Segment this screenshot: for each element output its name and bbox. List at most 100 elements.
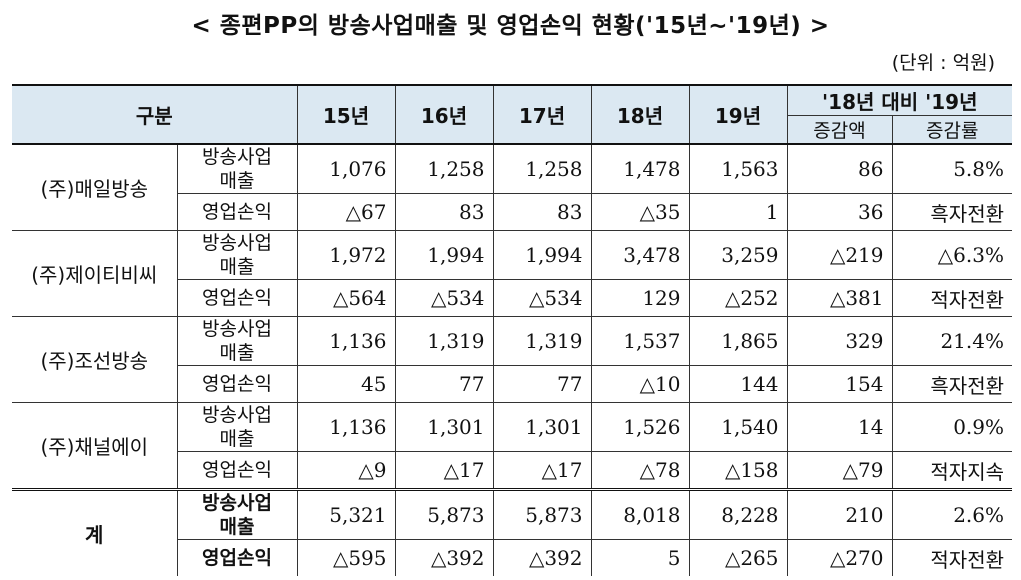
value-cell: △6.3% <box>891 230 1012 280</box>
value-cell: 1,526 <box>590 402 689 452</box>
item-label-revenue: 방송사업 매출 <box>176 230 297 280</box>
table-row: 계 방송사업 매출 5,321 5,873 5,873 8,018 8,228 210 2.6% <box>12 489 1012 547</box>
item-label-operating: 영업손익 <box>176 365 297 403</box>
value-cell: 1,258 <box>492 144 591 194</box>
value-cell: 45 <box>296 365 395 403</box>
value-cell: 1,136 <box>296 402 395 452</box>
value-cell: △534 <box>394 279 493 317</box>
value-cell: △17 <box>394 451 493 490</box>
company-group: (주)조선방송 방송사업 매출 1,136 1,319 1,319 1,537 1,865 32… <box>12 316 1012 403</box>
total-label: 계 <box>85 523 104 547</box>
item-label-operating: 영업손익 <box>176 279 297 317</box>
item-label-revenue: 방송사업 매출 <box>176 316 297 366</box>
company-name: (주)매일방송 <box>40 177 149 201</box>
value-cell: △35 <box>590 193 689 231</box>
value-cell: △270 <box>786 539 892 576</box>
page-title: < 종편PP의 방송사업매출 및 영업손익 현황('15년~'19년) > <box>191 13 830 39</box>
item-label-operating: 영업손익 <box>176 539 297 576</box>
value-cell: 1,537 <box>590 316 689 366</box>
header-year: 15년 <box>296 85 395 144</box>
header-year: 19년 <box>688 85 787 144</box>
table-row: (주)매일방송 방송사업 매출 1,076 1,258 1,258 1,478 1,563 86… <box>12 144 1012 201</box>
item-label-operating: 영업손익 <box>176 451 297 490</box>
value-cell: 14 <box>786 402 892 452</box>
company-group: (주)매일방송 방송사업 매출 1,076 1,258 1,258 1,478 1,563 86… <box>12 144 1012 231</box>
header-category: 구분 <box>12 85 297 144</box>
value-cell: △392 <box>394 539 493 576</box>
value-cell: 적자전환 <box>891 279 1012 317</box>
value-cell: △534 <box>492 279 591 317</box>
table-row: 영업손익 △595 △392 △392 5 △265 △270 적자전환 <box>12 539 1012 576</box>
table-row: (주)조선방송 방송사업 매출 1,136 1,319 1,319 1,537 1,865 32… <box>12 316 1012 373</box>
header-year: 16년 <box>394 85 493 144</box>
value-cell: 5,873 <box>492 489 591 540</box>
value-cell: 329 <box>786 316 892 366</box>
company-group: (주)채널에이 방송사업 매출 1,136 1,301 1,301 1,526 1,540 14… <box>12 402 1012 490</box>
value-cell: 1,865 <box>688 316 787 366</box>
company-name: (주)제이티비씨 <box>31 263 158 287</box>
value-cell: 1 <box>688 193 787 231</box>
value-cell: 5.8% <box>891 144 1012 194</box>
value-cell: △158 <box>688 451 787 490</box>
table-row: 영업손익 △67 83 83 △35 1 36 흑자전환 <box>12 193 1012 231</box>
value-cell: △252 <box>688 279 787 317</box>
value-cell: 3,478 <box>590 230 689 280</box>
value-cell: 1,319 <box>492 316 591 366</box>
value-cell: 1,301 <box>394 402 493 452</box>
item-label-revenue: 방송사업 매출 <box>176 144 297 194</box>
value-cell: 흑자전환 <box>891 365 1012 403</box>
value-cell: 77 <box>492 365 591 403</box>
value-cell: △79 <box>786 451 892 490</box>
table-row: 영업손익 45 77 77 △10 144 154 흑자전환 <box>12 365 1012 403</box>
item-label-operating: 영업손익 <box>176 193 297 231</box>
item-label-revenue: 방송사업 매출 <box>176 489 297 540</box>
value-cell: △564 <box>296 279 395 317</box>
table-row: (주)제이티비씨 방송사업 매출 1,972 1,994 1,994 3,478 3,259 △… <box>12 230 1012 287</box>
financial-table: 구분 15년 16년 17년 18년 19년 '18년 대비 '19년 증감액 … <box>12 84 1012 576</box>
table-row: (주)채널에이 방송사업 매출 1,136 1,301 1,301 1,526 1,540 14… <box>12 402 1012 459</box>
value-cell: 5,873 <box>394 489 493 540</box>
value-cell: 83 <box>394 193 493 231</box>
table-header: 구분 15년 16년 17년 18년 19년 '18년 대비 '19년 증감액 … <box>12 85 1012 144</box>
value-cell: 83 <box>492 193 591 231</box>
value-cell: 1,994 <box>394 230 493 280</box>
company-name: (주)채널에이 <box>40 435 149 459</box>
value-cell: 1,301 <box>492 402 591 452</box>
header-year: 18년 <box>590 85 689 144</box>
value-cell: △10 <box>590 365 689 403</box>
value-cell: △78 <box>590 451 689 490</box>
value-cell: 210 <box>786 489 892 540</box>
value-cell: 0.9% <box>891 402 1012 452</box>
value-cell: △392 <box>492 539 591 576</box>
value-cell: 2.6% <box>891 489 1012 540</box>
value-cell: △9 <box>296 451 395 490</box>
value-cell: 1,563 <box>688 144 787 194</box>
value-cell: 5,321 <box>296 489 395 540</box>
value-cell: 77 <box>394 365 493 403</box>
value-cell: 적자전환 <box>891 539 1012 576</box>
value-cell: 1,478 <box>590 144 689 194</box>
table-row: 영업손익 △9 △17 △17 △78 △158 △79 적자지속 <box>12 451 1012 490</box>
value-cell: 1,136 <box>296 316 395 366</box>
value-cell: 흑자전환 <box>891 193 1012 231</box>
item-label-revenue: 방송사업 매출 <box>176 402 297 452</box>
value-cell: △595 <box>296 539 395 576</box>
value-cell: 5 <box>590 539 689 576</box>
value-cell: 144 <box>688 365 787 403</box>
header-year: 17년 <box>492 85 591 144</box>
value-cell: 1,540 <box>688 402 787 452</box>
value-cell: 1,994 <box>492 230 591 280</box>
value-cell: 8,228 <box>688 489 787 540</box>
value-cell: 1,319 <box>394 316 493 366</box>
value-cell: 1,258 <box>394 144 493 194</box>
value-cell: 129 <box>590 279 689 317</box>
value-cell: 1,076 <box>296 144 395 194</box>
value-cell: △17 <box>492 451 591 490</box>
table-row: 영업손익 △564 △534 △534 129 △252 △381 적자전환 <box>12 279 1012 317</box>
value-cell: △219 <box>786 230 892 280</box>
company-group: (주)제이티비씨 방송사업 매출 1,972 1,994 1,994 3,478 3,259 △… <box>12 230 1012 317</box>
value-cell: 86 <box>786 144 892 194</box>
value-cell: 36 <box>786 193 892 231</box>
total-group: 계 방송사업 매출 5,321 5,873 5,873 8,018 8,228 210 2.6% 영… <box>12 489 1012 576</box>
unit-label: (단위 : 억원) <box>891 52 995 74</box>
